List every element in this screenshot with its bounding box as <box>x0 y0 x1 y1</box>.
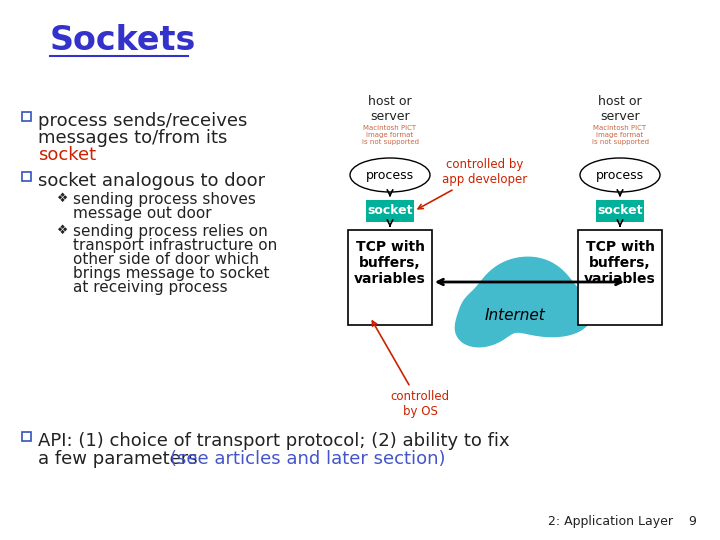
Text: API: (1) choice of transport protocol; (2) ability to fix: API: (1) choice of transport protocol; (… <box>38 432 510 450</box>
Text: process: process <box>596 168 644 181</box>
Text: socket: socket <box>367 205 413 218</box>
Text: socket: socket <box>598 205 643 218</box>
Bar <box>348 230 432 325</box>
Text: TCP with
buffers,
variables: TCP with buffers, variables <box>584 240 656 286</box>
Polygon shape <box>456 257 591 347</box>
Text: Macintosh PICT
image format
is not supported: Macintosh PICT image format is not suppo… <box>592 125 649 145</box>
Text: other side of door which: other side of door which <box>73 252 259 267</box>
Text: Macintosh PICT
image format
is not supported: Macintosh PICT image format is not suppo… <box>361 125 418 145</box>
Text: TCP with
buffers,
variables: TCP with buffers, variables <box>354 240 426 286</box>
Text: at receiving process: at receiving process <box>73 280 228 295</box>
Text: Sockets: Sockets <box>50 24 197 57</box>
Text: sending process shoves: sending process shoves <box>73 192 256 207</box>
Text: host or
server: host or server <box>368 95 412 123</box>
Bar <box>366 200 414 222</box>
Bar <box>596 200 644 222</box>
Text: messages to/from its: messages to/from its <box>38 129 228 147</box>
Text: message out door: message out door <box>73 206 212 221</box>
Text: brings message to socket: brings message to socket <box>73 266 269 281</box>
Text: host or
server: host or server <box>598 95 642 123</box>
Text: 9: 9 <box>688 515 696 528</box>
Text: (see articles and later section): (see articles and later section) <box>170 450 446 468</box>
Ellipse shape <box>580 158 660 192</box>
Bar <box>578 230 662 325</box>
Text: a few parameters: a few parameters <box>38 450 203 468</box>
Text: socket analogous to door: socket analogous to door <box>38 172 265 190</box>
Bar <box>22 431 31 441</box>
Text: process sends/receives: process sends/receives <box>38 112 248 130</box>
Text: 2: Application Layer: 2: Application Layer <box>548 515 673 528</box>
Text: ❖: ❖ <box>57 224 68 237</box>
Text: process: process <box>366 168 414 181</box>
Text: Internet: Internet <box>485 307 545 322</box>
Text: transport infrastructure on: transport infrastructure on <box>73 238 277 253</box>
Bar <box>22 172 31 180</box>
Text: ❖: ❖ <box>57 192 68 205</box>
Text: socket: socket <box>38 146 96 164</box>
Text: controlled
by OS: controlled by OS <box>372 321 449 418</box>
Ellipse shape <box>350 158 430 192</box>
Text: sending process relies on: sending process relies on <box>73 224 268 239</box>
Text: controlled by
app developer: controlled by app developer <box>418 158 528 209</box>
Bar <box>22 111 31 120</box>
